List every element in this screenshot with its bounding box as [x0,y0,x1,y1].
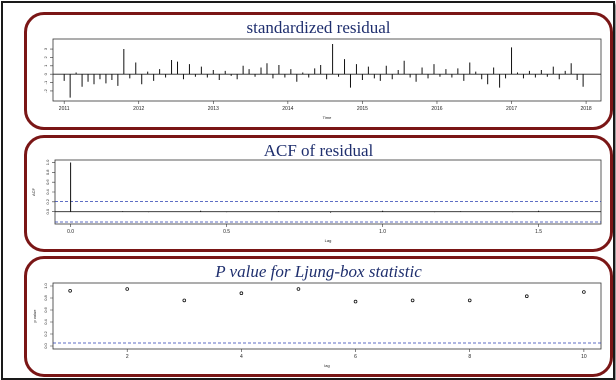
y-tick-label: 0.0 [43,342,48,348]
y-tick-label: 0.6 [45,179,50,185]
y-tick-label: 1 [43,64,48,67]
plot-area-border [52,282,602,350]
p-value-point [410,298,415,303]
p-value-point [296,287,301,291]
y-tick-label: 0.6 [43,306,48,312]
y-axis-label: ACF [31,187,36,196]
x-tick-label: 2012 [133,106,144,112]
x-tick-label: 10 [581,354,587,360]
x-tick-label: 2 [126,354,129,360]
p-value-point [125,287,130,291]
p-value-point [68,288,72,293]
acf-plot: 0.0 0.2 0.4 0.6 0.8 1.0 0.0 0.5 1.0 1.5 Lag ACF [31,159,602,243]
x-tick-label: 4 [240,354,243,360]
plot-area-border [54,159,602,225]
chart-title: standardized residual [246,18,391,37]
p-value-point [582,290,586,294]
p-value-point [524,294,529,298]
x-tick-label: 2016 [431,106,442,112]
y-tick-label: 0.8 [45,169,50,175]
y-axis-label: p value [32,309,37,323]
y-tick-label: -1 [43,80,48,84]
y-tick-label: 0.2 [43,330,48,336]
x-tick-label: 2011 [59,106,70,112]
x-tick-label: 6 [354,354,357,360]
standardized-residual-plot: -2 -1 0 1 2 3 2011 2012 2013 2014 2015 2016 2017 2018… [43,38,602,120]
y-tick-label: 0.8 [43,294,48,300]
y-tick-label: 0.2 [45,198,50,204]
p-value-point [239,291,244,295]
x-tick-label: 2014 [282,106,293,112]
x-tick-label: 8 [468,354,471,360]
y-tick-label: 3 [43,47,48,50]
chart-title: ACF of residual [263,141,374,160]
x-axis-label: Lag [325,238,332,243]
p-value-point [467,298,472,303]
acf-panel: ACF of residual 0.0 0.2 0.4 0.6 0.8 1.0 0.0 0.5… [24,135,613,252]
x-axis-label: lag [324,363,329,368]
x-tick-label: 0.0 [67,229,74,235]
x-tick-label: 0.5 [223,229,230,235]
ljung-box-plot: 0.0 0.2 0.4 0.6 0.8 1.0 2 4 6 8 10 lag p value [32,282,602,368]
y-tick-label: 0 [43,72,48,75]
x-tick-label: 2017 [506,106,517,112]
x-tick-label: 1.5 [535,229,542,235]
ljung-box-panel: P value for Ljung-box statistic 0.0 0.2 0.… [24,256,613,377]
y-tick-label: 1.0 [45,159,50,165]
p-value-point [353,299,358,304]
standardized-residual-panel: standardized residual -2 -1 0 1 2 3 2011 2012 20… [24,12,613,130]
y-tick-label: 2 [43,56,48,59]
y-tick-label: 0.0 [45,208,50,214]
x-tick-label: 1.0 [379,229,386,235]
y-tick-label: 0.4 [45,188,50,194]
x-axis-label: Time [323,115,333,120]
x-tick-label: 2015 [357,106,368,112]
plot-area-border [52,38,602,102]
y-tick-label: 0.4 [43,318,48,324]
x-tick-label: 2013 [208,106,219,112]
p-value-point [182,298,187,303]
y-tick-label: -2 [43,88,48,92]
y-tick-label: 1.0 [43,282,48,288]
x-tick-label: 2018 [581,106,592,112]
chart-title: P value for Ljung-box statistic [215,262,422,281]
